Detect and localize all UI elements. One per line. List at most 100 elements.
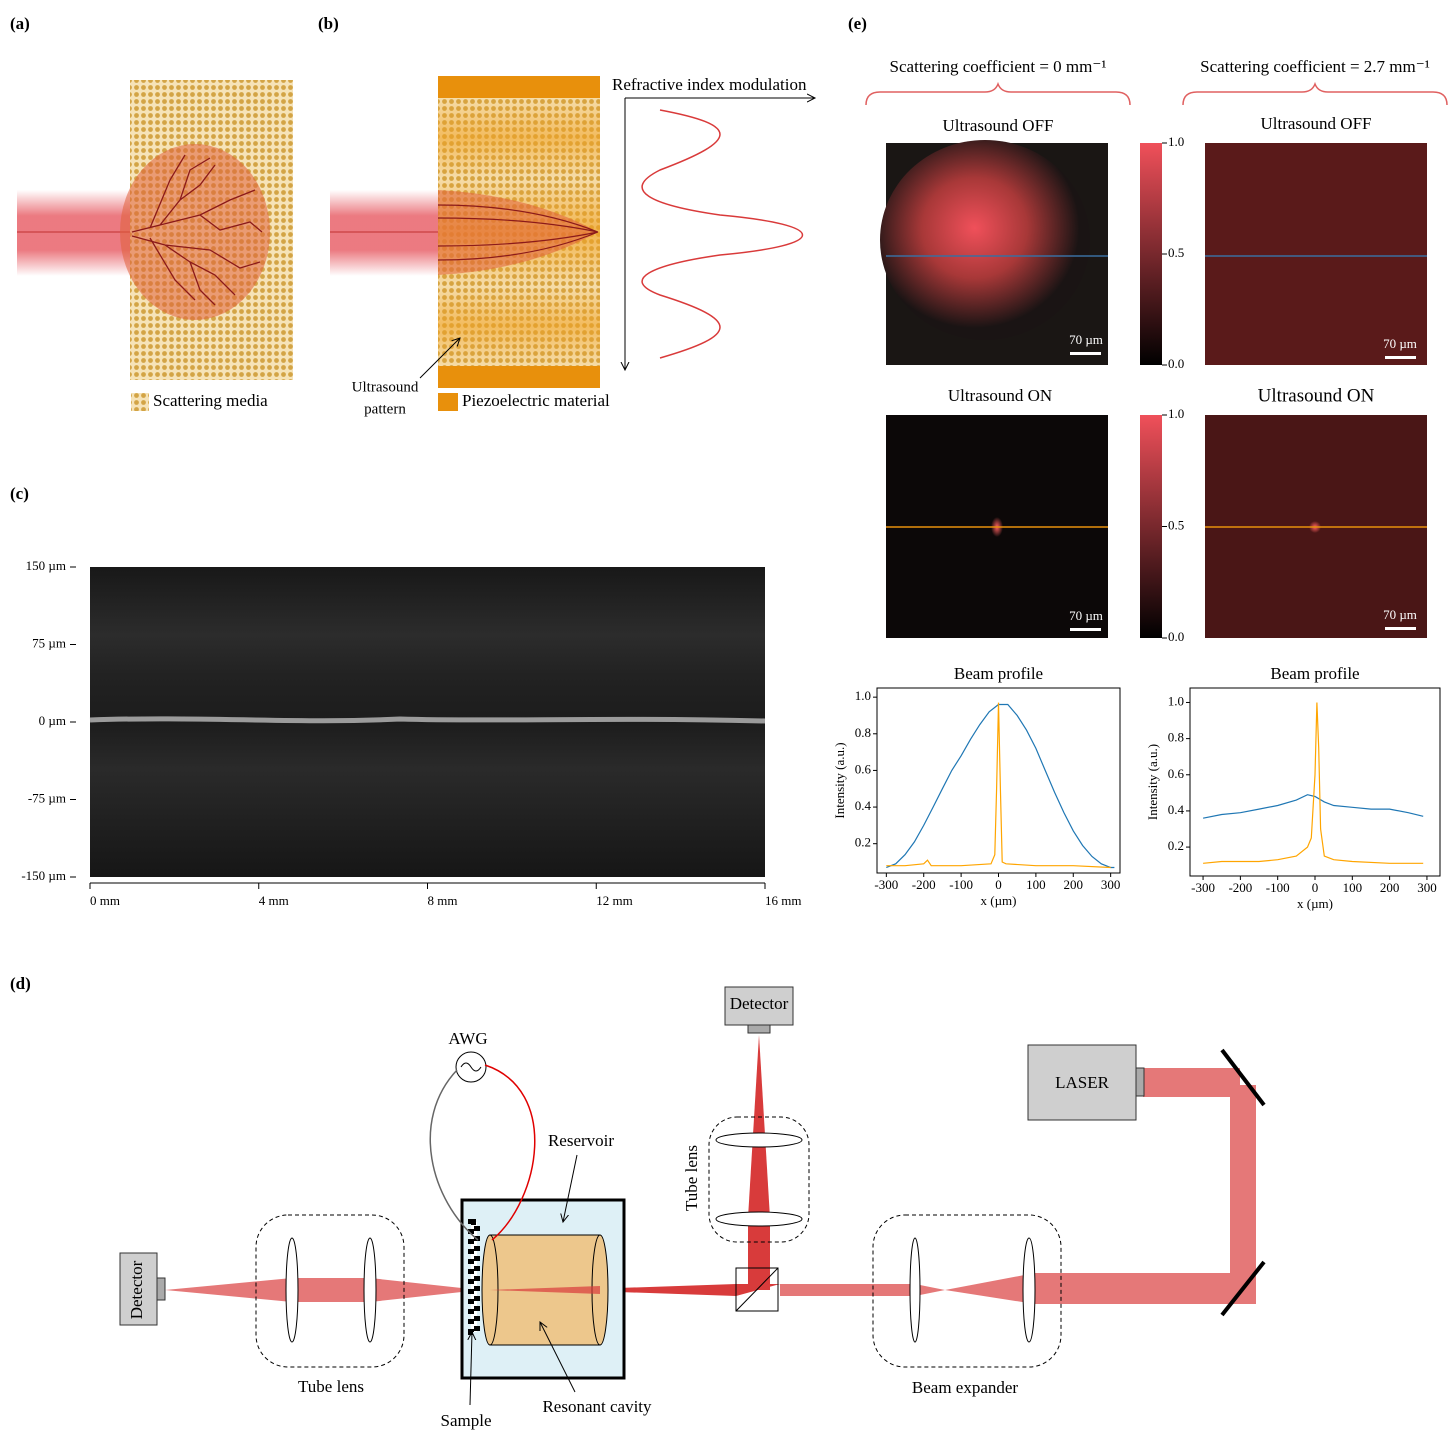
y-tick-label: 0.4 bbox=[855, 798, 872, 813]
colorbar-tick-label: 1.0 bbox=[1168, 406, 1184, 421]
x-tick-label: -100 bbox=[1266, 880, 1290, 895]
beam bbox=[17, 190, 137, 276]
expander-label: Beam expander bbox=[912, 1378, 1019, 1397]
y-tick-label: 0.8 bbox=[855, 725, 871, 740]
beam-spot bbox=[880, 140, 1090, 340]
piezo-top bbox=[438, 76, 600, 98]
panel-b: (b) Refractive index modulation Ultrasou… bbox=[318, 14, 815, 418]
scale-bar-label: 70 µm bbox=[1069, 332, 1103, 347]
scale-bar-label: 70 µm bbox=[1383, 336, 1417, 351]
x-tick-label: 0 bbox=[1312, 880, 1319, 895]
legend-swatch bbox=[131, 393, 149, 411]
figure: (a) Scattering media (b) Refractive inde… bbox=[0, 0, 1448, 1431]
y-tick-label: 0 µm bbox=[39, 713, 66, 728]
y-axis-label: Intensity (a.u.) bbox=[832, 742, 847, 818]
panel-a: (a) Scattering media bbox=[10, 14, 293, 411]
beam bbox=[945, 1273, 1256, 1304]
beam bbox=[748, 1035, 770, 1290]
x-tick-label: -300 bbox=[1191, 880, 1215, 895]
modulation-curve bbox=[642, 110, 802, 358]
colorbar-tick-label: 0.5 bbox=[1168, 517, 1184, 532]
panel-label: (a) bbox=[10, 14, 30, 33]
beam bbox=[1230, 1085, 1256, 1290]
scale-bar bbox=[1070, 628, 1101, 631]
axis-label: Refractive index modulation bbox=[612, 75, 807, 94]
scale-bar-label: 70 µm bbox=[1069, 608, 1103, 623]
y-tick-label: 1.0 bbox=[855, 688, 871, 703]
column-header: Scattering coefficient = 2.7 mm⁻¹ bbox=[1200, 57, 1430, 76]
pattern-label: pattern bbox=[364, 401, 406, 417]
scale-bar-label: 70 µm bbox=[1383, 607, 1417, 622]
panel-label: (e) bbox=[848, 14, 867, 33]
colorbar bbox=[1140, 143, 1162, 365]
x-tick-label: 300 bbox=[1417, 880, 1437, 895]
brace bbox=[866, 84, 1130, 105]
colorbar-tick-label: 0.0 bbox=[1168, 356, 1184, 371]
beam bbox=[1143, 1068, 1240, 1097]
colorbar bbox=[1140, 415, 1162, 638]
y-axis-label: Intensity (a.u.) bbox=[1145, 744, 1160, 820]
image-title: Ultrasound OFF bbox=[943, 116, 1054, 135]
profile-curve bbox=[1203, 703, 1423, 864]
beam bbox=[330, 190, 440, 276]
beam bbox=[165, 1278, 480, 1302]
x-tick-label: 0 mm bbox=[90, 893, 120, 908]
y-tick-label: -75 µm bbox=[28, 790, 66, 805]
laser-aperture bbox=[1136, 1068, 1144, 1096]
x-tick-label: 100 bbox=[1026, 877, 1046, 892]
focus-line bbox=[90, 719, 765, 721]
reservoir-label: Reservoir bbox=[548, 1131, 614, 1150]
panel-d: (d) LASER Beam expander Tube lens Detect… bbox=[10, 974, 1264, 1430]
image-off-scatter bbox=[1205, 143, 1427, 365]
scale-bar bbox=[1070, 352, 1101, 355]
chart-title: Beam profile bbox=[954, 664, 1043, 683]
y-tick-label: 75 µm bbox=[32, 635, 66, 650]
y-tick-label: 0.2 bbox=[1168, 838, 1184, 853]
lens bbox=[716, 1133, 802, 1147]
lens bbox=[1023, 1238, 1035, 1342]
y-tick-label: 0.6 bbox=[1168, 766, 1185, 781]
column-header: Scattering coefficient = 0 mm⁻¹ bbox=[890, 57, 1107, 76]
x-tick-label: 100 bbox=[1343, 880, 1363, 895]
lens bbox=[286, 1238, 298, 1342]
legend-swatch bbox=[438, 393, 458, 411]
scale-bar bbox=[1385, 356, 1416, 359]
chart-title: Beam profile bbox=[1270, 664, 1359, 683]
x-axis-label: x (µm) bbox=[980, 893, 1016, 908]
sample-label: Sample bbox=[441, 1411, 492, 1430]
y-tick-label: 0.8 bbox=[1168, 730, 1184, 745]
y-tick-label: 150 µm bbox=[26, 558, 66, 573]
x-axis-label: x (µm) bbox=[1297, 896, 1333, 911]
image-title: Ultrasound OFF bbox=[1261, 114, 1372, 133]
x-tick-label: 300 bbox=[1101, 877, 1121, 892]
cavity-label: Resonant cavity bbox=[542, 1397, 652, 1416]
y-tick-label: 0.4 bbox=[1168, 802, 1185, 817]
scale-bar bbox=[1385, 627, 1416, 630]
x-tick-label: -200 bbox=[1228, 880, 1252, 895]
x-tick-label: 200 bbox=[1380, 880, 1400, 895]
y-tick-label: 0.6 bbox=[855, 761, 872, 776]
brace bbox=[1183, 84, 1447, 105]
colorbar-tick-label: 0.5 bbox=[1168, 245, 1184, 260]
x-tick-label: 200 bbox=[1064, 877, 1084, 892]
y-tick-label: -150 µm bbox=[21, 868, 66, 883]
legend-label: Piezoelectric material bbox=[462, 391, 610, 410]
panel-label: (d) bbox=[10, 974, 31, 993]
legend-label: Scattering media bbox=[153, 391, 268, 410]
lens bbox=[910, 1238, 920, 1342]
y-tick-label: 1.0 bbox=[1168, 693, 1184, 708]
scatter-cloud bbox=[120, 144, 270, 320]
colorbar-tick-label: 0.0 bbox=[1168, 629, 1184, 644]
y-tick-label: 0.2 bbox=[855, 835, 871, 850]
image-title: Ultrasound ON bbox=[1258, 385, 1375, 406]
x-tick-label: -200 bbox=[912, 877, 936, 892]
x-tick-label: 4 mm bbox=[259, 893, 289, 908]
lens bbox=[716, 1212, 802, 1226]
colorbar-tick-label: 1.0 bbox=[1168, 134, 1184, 149]
detector-label: Detector bbox=[730, 994, 789, 1013]
laser-label: LASER bbox=[1055, 1073, 1110, 1092]
profile-curve bbox=[886, 703, 1110, 868]
detector-label: Detector bbox=[127, 1260, 146, 1319]
x-tick-label: -300 bbox=[874, 877, 898, 892]
lens bbox=[364, 1238, 376, 1342]
